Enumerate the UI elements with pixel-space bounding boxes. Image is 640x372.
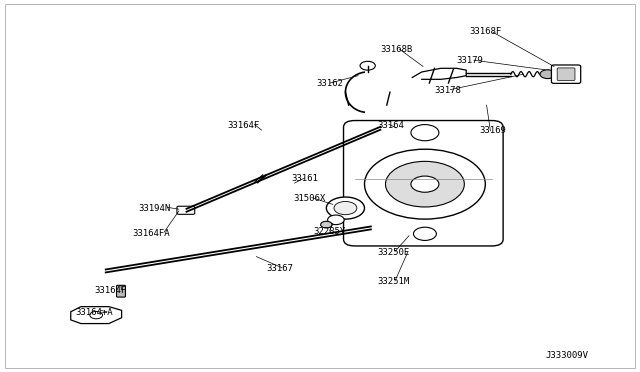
- Text: J333009V: J333009V: [546, 351, 589, 360]
- Text: 33250E: 33250E: [377, 248, 410, 257]
- Circle shape: [365, 149, 485, 219]
- Text: 33164: 33164: [377, 121, 404, 130]
- FancyBboxPatch shape: [557, 68, 575, 80]
- Circle shape: [360, 61, 375, 70]
- FancyBboxPatch shape: [116, 285, 125, 297]
- Text: 32285Y: 32285Y: [314, 228, 346, 237]
- Text: 33179: 33179: [457, 57, 484, 65]
- Circle shape: [540, 70, 556, 78]
- FancyBboxPatch shape: [177, 206, 195, 214]
- Text: 33169: 33169: [479, 126, 506, 135]
- Text: 33162: 33162: [317, 78, 344, 87]
- Circle shape: [90, 311, 102, 319]
- Circle shape: [385, 161, 465, 207]
- Circle shape: [328, 215, 344, 225]
- Text: 33164F: 33164F: [94, 286, 127, 295]
- Text: 33178: 33178: [435, 86, 461, 95]
- Text: 33168B: 33168B: [380, 45, 413, 54]
- Text: 31506X: 31506X: [293, 195, 326, 203]
- Circle shape: [413, 227, 436, 240]
- FancyBboxPatch shape: [552, 65, 580, 83]
- Polygon shape: [71, 307, 122, 324]
- Circle shape: [321, 221, 332, 228]
- Text: 33167: 33167: [266, 264, 293, 273]
- Circle shape: [411, 125, 439, 141]
- Circle shape: [411, 176, 439, 192]
- Text: 33161: 33161: [291, 174, 318, 183]
- Circle shape: [326, 197, 365, 219]
- Text: 33164+A: 33164+A: [76, 308, 113, 317]
- Text: 33164F: 33164F: [228, 121, 260, 130]
- Text: 33168F: 33168F: [469, 27, 502, 36]
- Text: 33194N: 33194N: [139, 203, 171, 212]
- Text: 33251M: 33251M: [377, 277, 410, 286]
- Text: 33164FA: 33164FA: [132, 229, 170, 238]
- Circle shape: [334, 202, 357, 215]
- FancyBboxPatch shape: [344, 121, 503, 246]
